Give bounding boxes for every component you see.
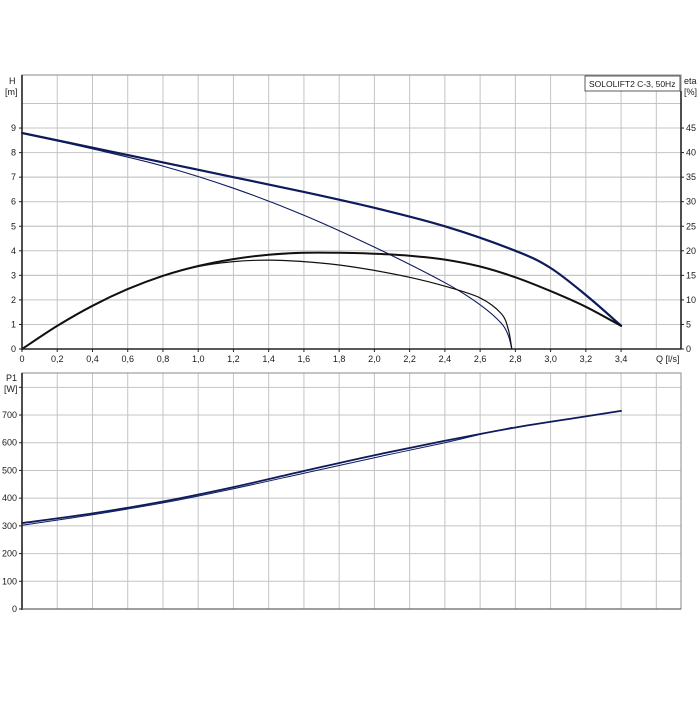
h-tick-label: 6: [11, 197, 16, 207]
h-tick-label: 8: [11, 148, 16, 158]
top-grid: [22, 75, 681, 349]
p1-tick-label: 700: [2, 410, 17, 420]
p1-axis-label: P1: [6, 373, 17, 383]
q-tick-label: 2,2: [403, 354, 416, 364]
h-axis-label: H: [9, 76, 16, 86]
eta-tick-label: 10: [686, 295, 696, 305]
eta-tick-label: 0: [686, 344, 691, 354]
q-tick-label: 2,0: [368, 354, 381, 364]
legend-box: SOLOLIFT2 C-3, 50Hz: [584, 75, 681, 92]
p1-tick-label: 500: [2, 465, 17, 475]
p1-tick-label: 400: [2, 493, 17, 503]
top-frame: [21, 74, 682, 350]
eta-tick-label: 45: [686, 123, 696, 133]
p1-tick-label: 0: [12, 604, 17, 614]
h-tick-label: 4: [11, 246, 16, 256]
eta-curve-3: [21, 259, 513, 350]
eta-tick-label: 30: [686, 197, 696, 207]
bottom-grid: [22, 373, 681, 609]
q-tick-label: 0,4: [86, 354, 99, 364]
power-panel: 0 100 200 300 400 500 600 700 P1 [W]: [2, 372, 682, 614]
eta-tick-label: 25: [686, 221, 696, 231]
eta-axis-unit: [%]: [684, 87, 697, 97]
bottom-axes: 0 100 200 300 400 500 600 700: [2, 373, 681, 614]
eta-tick-label: 5: [686, 319, 691, 329]
q-tick-label: 3,2: [580, 354, 593, 364]
p1-axis-unit: [W]: [4, 384, 18, 394]
q-tick-label: 3,0: [544, 354, 557, 364]
eta-tick-label: 35: [686, 172, 696, 182]
h-tick-label: 7: [11, 172, 16, 182]
q-tick-label: 2,6: [474, 354, 487, 364]
head-curve-1: [21, 132, 513, 350]
h-tick-label: 1: [11, 319, 16, 329]
q-tick-label: 2,4: [439, 354, 452, 364]
q-tick-label: 1,2: [227, 354, 240, 364]
h-tick-label: 5: [11, 221, 16, 231]
eta-curve-2: [21, 251, 623, 350]
p1-tick-label: 300: [2, 521, 17, 531]
power-curve-1: [21, 427, 513, 526]
bottom-frame: [21, 372, 682, 610]
top-curves: [20, 131, 623, 350]
eta-axis-label: eta: [684, 76, 697, 86]
bottom-curves: [21, 410, 622, 526]
chart-title: SOLOLIFT2 C-3, 50Hz: [589, 79, 675, 89]
p1-tick-label: 200: [2, 549, 17, 559]
q-tick-label: 1,4: [262, 354, 275, 364]
p1-tick-label: 600: [2, 438, 17, 448]
h-axis-unit: [m]: [5, 87, 18, 97]
q-tick-label: 0: [19, 354, 24, 364]
eta-tick-label: 15: [686, 270, 696, 280]
q-tick-label: 3,4: [615, 354, 628, 364]
p1-tick-label: 100: [2, 576, 17, 586]
q-tick-label: 0,2: [51, 354, 64, 364]
head-curve-0: [20, 131, 623, 327]
q-tick-label: 1,6: [298, 354, 311, 364]
eta-tick-label: 40: [686, 148, 696, 158]
h-tick-label: 3: [11, 270, 16, 280]
q-tick-label: 0,6: [121, 354, 134, 364]
h-tick-label: 2: [11, 295, 16, 305]
q-axis-label: Q [l/s]: [656, 354, 680, 364]
h-tick-label: 9: [11, 123, 16, 133]
q-tick-label: 1,8: [333, 354, 346, 364]
q-tick-label: 1,0: [192, 354, 205, 364]
q-tick-label: 0,8: [157, 354, 170, 364]
eta-tick-label: 20: [686, 246, 696, 256]
h-tick-label: 0: [11, 344, 16, 354]
q-tick-label: 2,8: [509, 354, 522, 364]
power-curve-0: [21, 410, 622, 524]
